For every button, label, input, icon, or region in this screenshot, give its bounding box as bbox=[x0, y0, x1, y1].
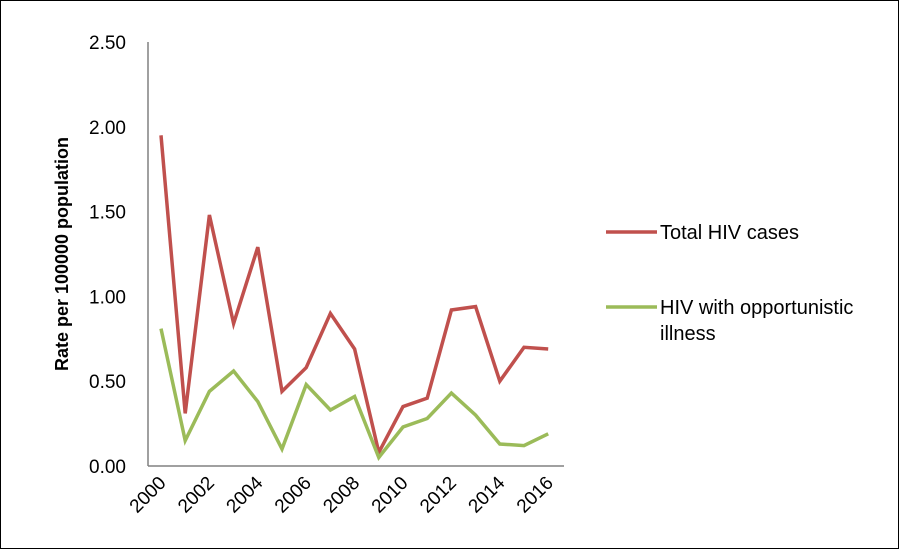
legend-label: Total HIV cases bbox=[660, 222, 799, 244]
axes bbox=[147, 42, 564, 467]
y-axis-label: Rate per 100000 population bbox=[52, 137, 72, 371]
x-tick-label: 2006 bbox=[271, 473, 316, 518]
x-tick-labels: 2000 2002 2004 2006 2008 2010 2012 2014 2016 bbox=[126, 472, 558, 517]
x-tick-label: 2010 bbox=[368, 473, 413, 518]
x-tick-label: 2004 bbox=[223, 472, 268, 517]
y-tick-label: 1.00 bbox=[89, 287, 126, 308]
y-tick-label: 1.50 bbox=[89, 203, 126, 224]
x-tick-label: 2014 bbox=[465, 472, 510, 517]
x-tick-label: 2002 bbox=[174, 473, 219, 518]
series-line-total-hiv-cases bbox=[159, 135, 549, 458]
x-tick-label: 2008 bbox=[319, 473, 364, 518]
x-tick-label: 2000 bbox=[126, 473, 171, 518]
x-tick-label: 2012 bbox=[416, 473, 461, 518]
series-line-hiv-opportunistic-illness bbox=[159, 328, 549, 461]
y-tick-label: 0.00 bbox=[89, 457, 126, 478]
y-tick-label: 2.00 bbox=[89, 118, 126, 139]
y-tick-label: 2.50 bbox=[89, 33, 126, 54]
y-tick-label: 0.50 bbox=[89, 372, 126, 393]
series-lines bbox=[159, 135, 549, 461]
y-tick-labels: 0.00 0.50 1.00 1.50 2.00 2.50 bbox=[89, 33, 126, 478]
legend: Total HIV cases HIV with opportunistic ill… bbox=[606, 222, 853, 345]
legend-label: HIV with opportunistic illness bbox=[660, 297, 853, 345]
x-tick-label: 2016 bbox=[513, 473, 558, 518]
